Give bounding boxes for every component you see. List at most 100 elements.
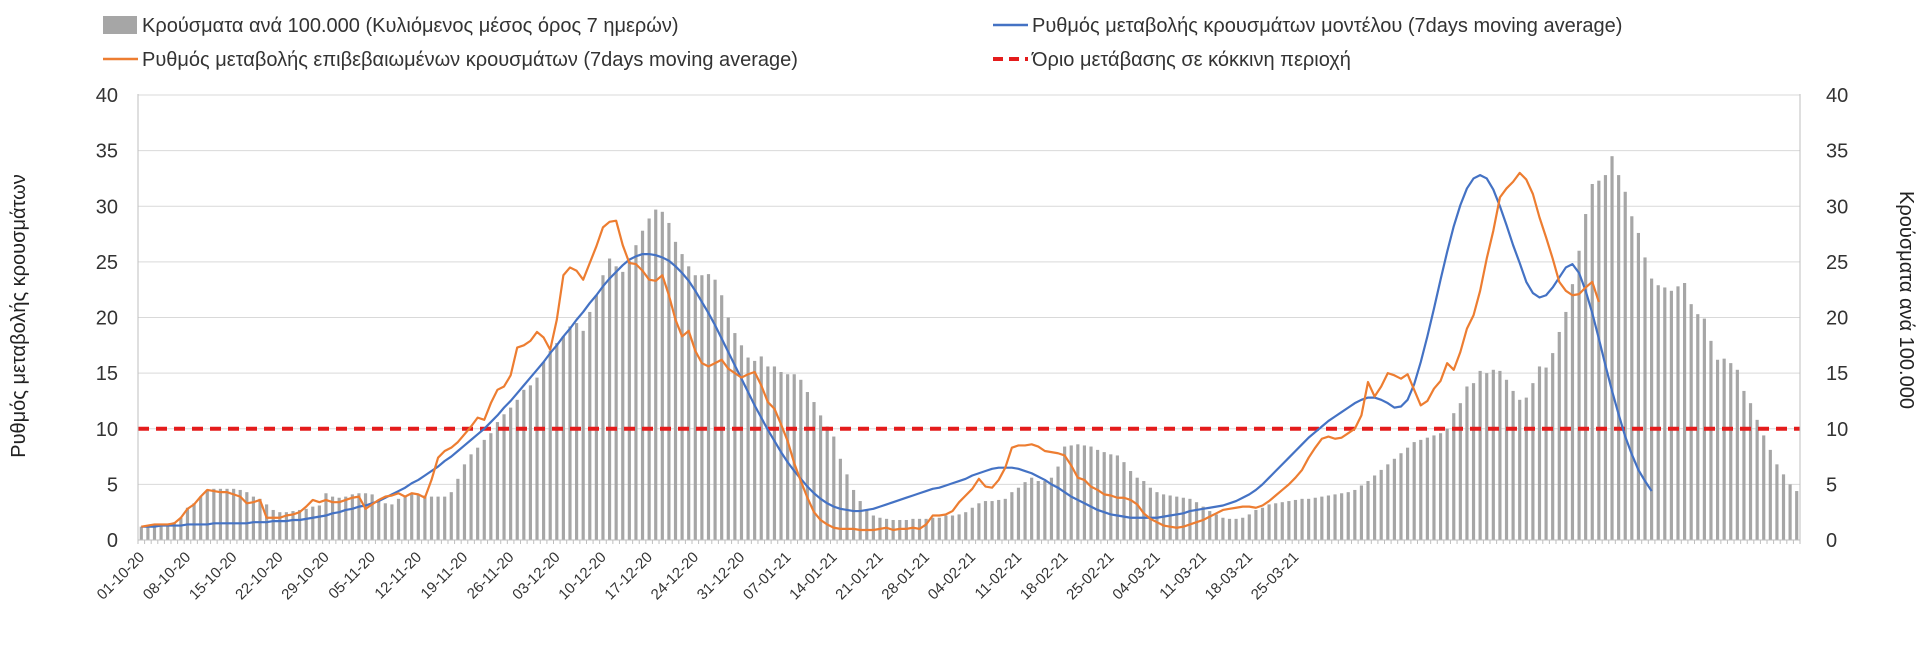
bar bbox=[1049, 477, 1054, 540]
bar bbox=[284, 512, 288, 540]
bar bbox=[1102, 452, 1106, 540]
bar bbox=[1590, 184, 1594, 540]
bar bbox=[1755, 419, 1759, 540]
bar bbox=[1491, 369, 1495, 540]
bar bbox=[990, 501, 994, 540]
bar bbox=[1227, 518, 1232, 540]
bar bbox=[330, 496, 335, 540]
bar bbox=[1267, 504, 1271, 540]
bar-series bbox=[139, 156, 1799, 541]
bar bbox=[568, 326, 572, 540]
bar bbox=[1511, 390, 1515, 540]
bar bbox=[396, 498, 401, 540]
bar bbox=[363, 493, 368, 540]
bar bbox=[1313, 497, 1317, 540]
bar bbox=[443, 496, 447, 540]
y-left-tick-label: 0 bbox=[107, 530, 118, 552]
bar bbox=[1135, 477, 1139, 540]
bar bbox=[588, 311, 592, 540]
bar bbox=[739, 345, 744, 540]
bar bbox=[495, 422, 500, 540]
bar bbox=[687, 266, 691, 540]
bar bbox=[713, 279, 717, 540]
bar bbox=[1498, 370, 1502, 540]
bar bbox=[509, 407, 513, 540]
bar bbox=[212, 488, 216, 540]
bar bbox=[720, 295, 724, 540]
bar bbox=[640, 230, 645, 540]
bar bbox=[594, 295, 598, 540]
bar bbox=[1326, 495, 1331, 540]
bar bbox=[1023, 482, 1027, 540]
bar bbox=[1715, 359, 1720, 540]
bar bbox=[1030, 477, 1034, 540]
x-tick-label: 18-03-21 bbox=[1202, 549, 1256, 603]
x-tick-label: 12-11-20 bbox=[371, 549, 425, 603]
bar bbox=[1735, 369, 1739, 540]
y-right-tick-label: 25 bbox=[1826, 252, 1848, 274]
bar bbox=[1656, 285, 1660, 540]
legend: Κρούσματα ανά 100.000 (Κυλιόμενος μέσος … bbox=[103, 15, 1622, 71]
bar bbox=[1617, 175, 1621, 540]
bar bbox=[634, 245, 638, 540]
bar bbox=[1082, 445, 1086, 540]
bar bbox=[1036, 481, 1040, 540]
bar bbox=[1379, 469, 1383, 540]
y-right-tick-label: 20 bbox=[1826, 308, 1848, 330]
y-right-axis-title: Κρούσματα ανά 100.000 bbox=[1895, 191, 1917, 409]
bar bbox=[1155, 492, 1159, 540]
bar bbox=[258, 498, 262, 540]
bar bbox=[1221, 517, 1225, 540]
y-left-tick-label: 20 bbox=[96, 308, 118, 330]
bar bbox=[1419, 439, 1423, 541]
bar bbox=[1544, 367, 1548, 540]
bar bbox=[1129, 471, 1133, 540]
bar bbox=[1201, 506, 1205, 541]
bar bbox=[575, 323, 579, 540]
bar bbox=[179, 517, 183, 540]
bar bbox=[1689, 304, 1693, 540]
bar bbox=[904, 519, 908, 540]
bar bbox=[383, 503, 387, 540]
y-left-tick-label: 5 bbox=[107, 474, 118, 496]
bar bbox=[1076, 444, 1080, 540]
bar bbox=[199, 496, 203, 540]
bar bbox=[271, 509, 275, 540]
bar bbox=[1096, 449, 1100, 540]
bar bbox=[786, 374, 790, 540]
bar bbox=[858, 501, 862, 540]
bar bbox=[812, 402, 816, 540]
bar bbox=[700, 275, 704, 540]
bar bbox=[205, 489, 209, 540]
x-tick-label: 11-02-21 bbox=[972, 549, 1026, 603]
x-tick-label: 17-12-20 bbox=[601, 549, 655, 603]
bar bbox=[1564, 311, 1568, 540]
bar bbox=[1247, 514, 1251, 540]
bar bbox=[1452, 413, 1456, 540]
bar bbox=[693, 275, 697, 540]
bar bbox=[159, 524, 163, 540]
bar bbox=[489, 433, 493, 540]
bar bbox=[845, 474, 849, 540]
bar bbox=[324, 493, 328, 540]
bar bbox=[1346, 492, 1350, 540]
bar bbox=[1333, 494, 1337, 540]
bar bbox=[1293, 499, 1298, 540]
bar bbox=[561, 336, 565, 540]
x-tick-label: 15-10-20 bbox=[186, 549, 240, 603]
bar bbox=[1406, 447, 1410, 540]
bar bbox=[957, 514, 961, 540]
bar bbox=[1524, 397, 1528, 540]
y-right-tick-label: 40 bbox=[1826, 85, 1848, 107]
x-tick-label: 25-02-21 bbox=[1063, 549, 1117, 603]
bar bbox=[1762, 435, 1766, 540]
bar bbox=[1181, 497, 1185, 540]
x-tick-label: 01-10-20 bbox=[94, 549, 148, 603]
bar bbox=[1504, 379, 1509, 540]
bar bbox=[166, 524, 170, 540]
bar bbox=[449, 492, 453, 540]
bar bbox=[627, 260, 631, 540]
bar bbox=[555, 343, 559, 540]
bar bbox=[1188, 498, 1192, 540]
